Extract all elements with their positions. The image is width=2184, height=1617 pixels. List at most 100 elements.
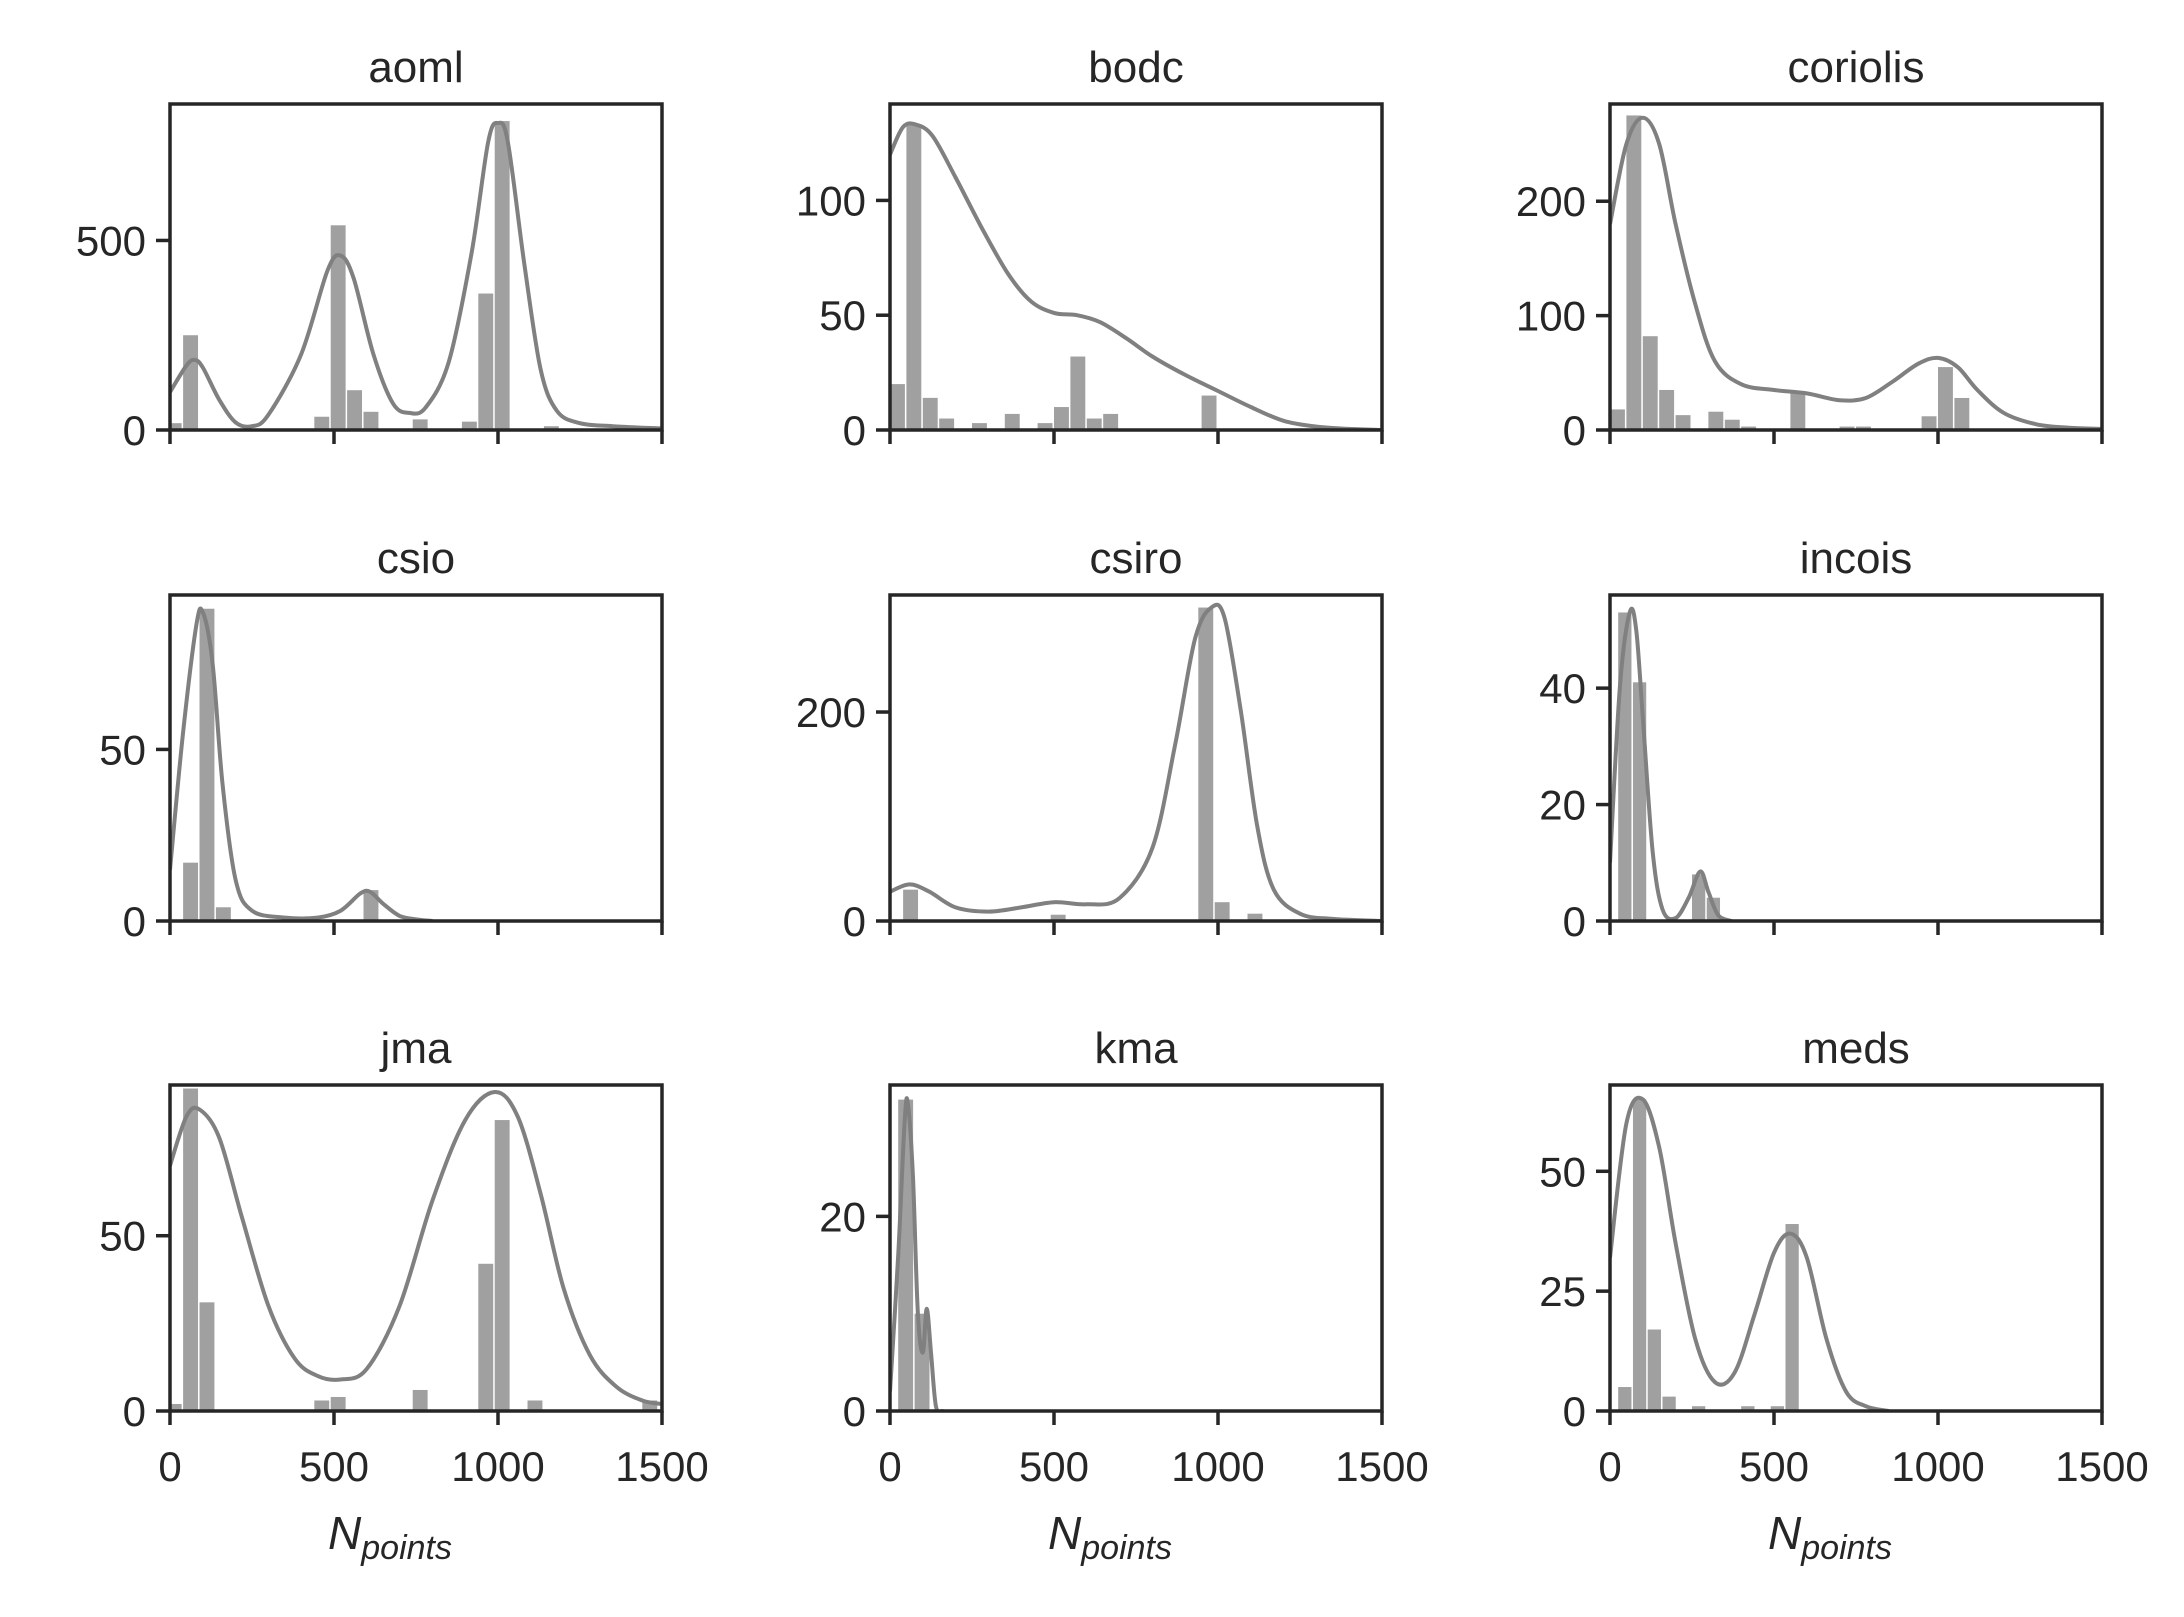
y-tick-label: 50 bbox=[99, 726, 146, 773]
x-axis-label-sub: points bbox=[1080, 1529, 1172, 1567]
x-tick-label: 500 bbox=[299, 1443, 369, 1490]
histogram-bar bbox=[1938, 367, 1953, 430]
histogram-bar bbox=[527, 1400, 543, 1411]
axes-frame bbox=[168, 102, 664, 432]
y-tick-label: 0 bbox=[123, 898, 146, 945]
x-tick-label: 0 bbox=[1598, 1443, 1621, 1490]
x-tick-label: 1500 bbox=[2055, 1443, 2148, 1490]
y-tick-label: 40 bbox=[1539, 665, 1586, 712]
histogram-bar bbox=[642, 1400, 658, 1411]
kde-line bbox=[890, 121, 1382, 430]
x-axis-label-sub: points bbox=[360, 1529, 452, 1567]
subplot-title: aoml bbox=[368, 43, 463, 92]
histogram-bar bbox=[1050, 914, 1066, 921]
y-tick-label: 50 bbox=[819, 292, 866, 339]
histogram-bar bbox=[1198, 607, 1214, 921]
y-tick-label: 50 bbox=[99, 1213, 146, 1260]
axes-frame bbox=[168, 1083, 664, 1413]
subplot-incois: incois 0 20 40 bbox=[1539, 534, 2104, 945]
histogram-bar bbox=[1770, 1406, 1784, 1411]
histogram-bar bbox=[1659, 389, 1675, 430]
histogram-bar bbox=[1741, 1406, 1755, 1411]
histogram-bar bbox=[314, 1400, 330, 1411]
histogram-bar bbox=[1610, 409, 1625, 430]
y-tick-label: 50 bbox=[1539, 1148, 1586, 1195]
histogram-bar bbox=[347, 390, 363, 430]
histogram-bar bbox=[939, 418, 955, 430]
histogram-bar bbox=[903, 889, 919, 921]
histogram-bar bbox=[1626, 115, 1642, 430]
histogram-bar bbox=[543, 426, 559, 430]
histogram-bar bbox=[1785, 1224, 1799, 1411]
x-axis-label-main: N bbox=[1048, 1507, 1082, 1559]
histogram-bar bbox=[1214, 902, 1230, 921]
y-tick-label: 500 bbox=[76, 217, 146, 264]
y-tick-label: 100 bbox=[796, 177, 866, 224]
y-tick-label: 100 bbox=[1516, 293, 1586, 340]
histogram-bar bbox=[199, 608, 215, 921]
histogram-bar bbox=[199, 1302, 215, 1411]
axes-frame bbox=[1608, 1083, 2104, 1413]
axes-frame bbox=[168, 593, 664, 923]
subplot-aoml: aoml 0 500 bbox=[76, 43, 664, 454]
histogram-bar bbox=[363, 411, 379, 430]
x-tick-label: 1500 bbox=[1335, 1443, 1428, 1490]
kde-line bbox=[170, 120, 662, 430]
axes-frame bbox=[888, 102, 1384, 432]
histogram-bar bbox=[494, 1120, 510, 1411]
histogram-bar bbox=[1647, 1329, 1661, 1411]
y-tick-label: 0 bbox=[843, 1388, 866, 1435]
histogram-bar bbox=[1675, 415, 1691, 430]
y-tick-label: 0 bbox=[843, 898, 866, 945]
subplot-title: coriolis bbox=[1788, 43, 1925, 92]
histogram-bar bbox=[906, 124, 922, 430]
subplot-csiro: csiro 0 200 bbox=[796, 534, 1384, 945]
histogram-bar bbox=[170, 423, 182, 430]
kde-line bbox=[1610, 115, 2102, 430]
x-tick-label: 0 bbox=[878, 1443, 901, 1490]
subplot-title: jma bbox=[379, 1024, 452, 1073]
subplot-kma: kma 0 20 0 500 1000 1500 Npoints bbox=[819, 1024, 1428, 1567]
axes-frame bbox=[1608, 593, 2104, 923]
x-tick-label: 500 bbox=[1739, 1443, 1809, 1490]
y-tick-label: 0 bbox=[843, 407, 866, 454]
subplot-title: csio bbox=[377, 534, 455, 583]
subplot-title: kma bbox=[1094, 1024, 1178, 1073]
histogram-bar bbox=[1708, 411, 1724, 430]
histogram-bar bbox=[1247, 913, 1263, 921]
histogram-bar bbox=[170, 1403, 182, 1411]
x-tick-label: 1500 bbox=[615, 1443, 708, 1490]
subplot-title: incois bbox=[1800, 534, 1913, 583]
histogram-bar bbox=[1921, 416, 1937, 430]
histogram-bar bbox=[478, 293, 494, 430]
y-tick-label: 20 bbox=[819, 1193, 866, 1240]
histogram-bar bbox=[1086, 418, 1102, 430]
kde-line bbox=[1610, 606, 1733, 921]
histogram-bar bbox=[922, 397, 938, 430]
histogram-bar bbox=[1954, 397, 1970, 430]
subplot-title: bodc bbox=[1088, 43, 1183, 92]
histogram-bar bbox=[183, 862, 199, 921]
y-tick-label: 200 bbox=[1516, 178, 1586, 225]
histogram-bar bbox=[1004, 413, 1020, 430]
x-tick-label: 500 bbox=[1019, 1443, 1089, 1490]
x-axis-label: Npoints bbox=[1048, 1507, 1172, 1567]
kde-line bbox=[1610, 1095, 1890, 1411]
histogram-bar bbox=[972, 423, 987, 430]
histogram-bar bbox=[1070, 356, 1086, 430]
subplot-title: csiro bbox=[1090, 534, 1183, 583]
y-tick-label: 0 bbox=[1563, 407, 1586, 454]
histogram-bar bbox=[1724, 419, 1740, 430]
y-tick-label: 200 bbox=[796, 689, 866, 736]
histogram-bar bbox=[1662, 1396, 1676, 1411]
histogram-bar bbox=[1103, 413, 1119, 430]
kde-line bbox=[170, 1090, 662, 1406]
x-tick-label: 1000 bbox=[1171, 1443, 1264, 1490]
axes-frame bbox=[888, 593, 1384, 923]
histogram-bar bbox=[1201, 395, 1217, 430]
y-tick-label: 0 bbox=[1563, 898, 1586, 945]
histogram-bar bbox=[1692, 1406, 1706, 1411]
histogram-bar bbox=[1642, 336, 1658, 430]
